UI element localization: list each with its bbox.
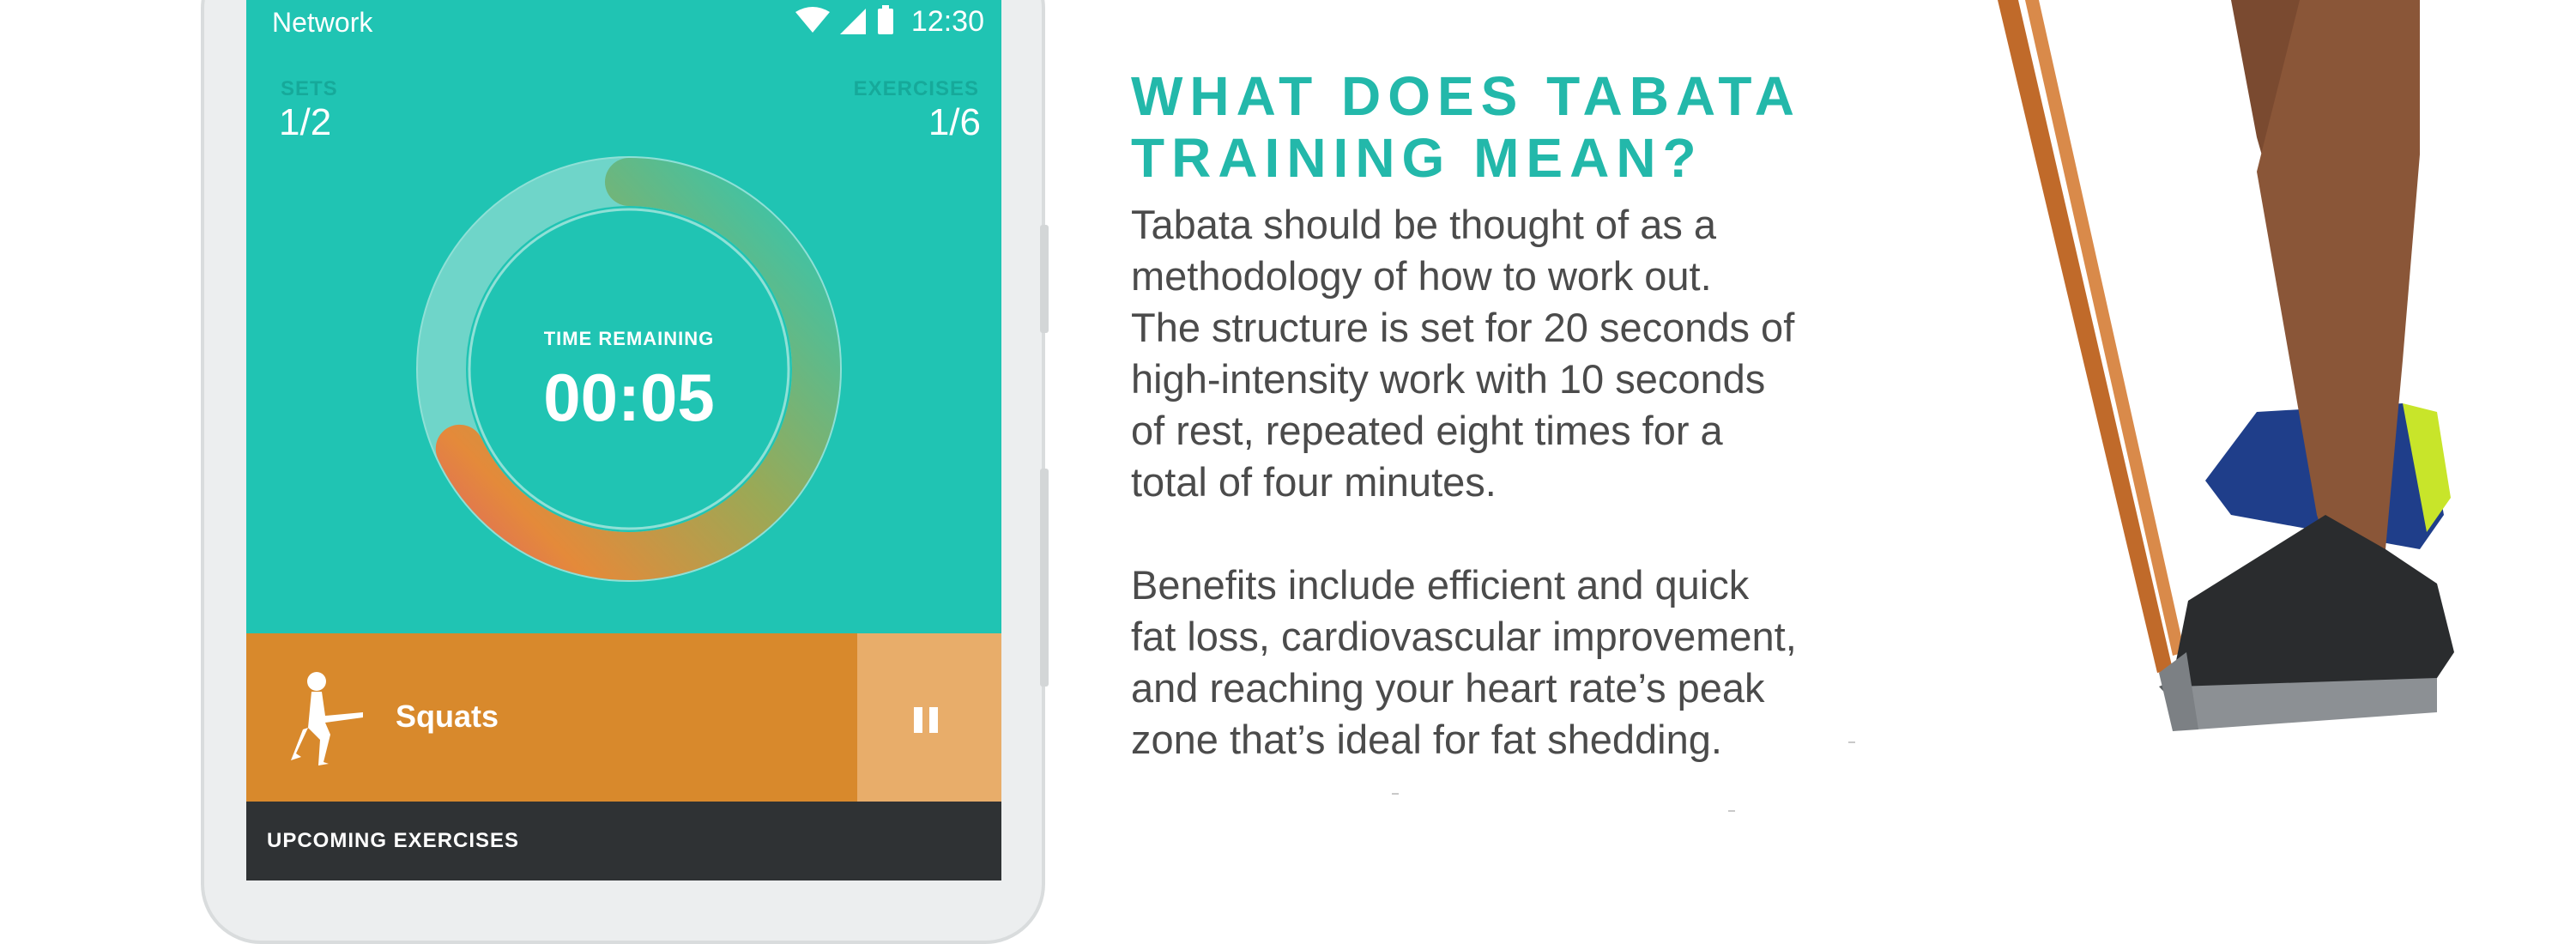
phone-power-button (1040, 469, 1049, 687)
legs-with-resistance-band-photo (1998, 0, 2454, 731)
status-bar: Network 12:30 (246, 0, 1001, 45)
heading-line-2: TRAINING MEAN? (1131, 127, 1703, 189)
network-label: Network (272, 7, 373, 38)
sets-label: SETS (281, 77, 338, 100)
article-paragraph-2: Benefits include efficient and quick fat… (1131, 562, 1797, 762)
status-icons (795, 5, 893, 34)
timer-inner-edge (468, 208, 790, 530)
clock: 12:30 (910, 5, 984, 38)
app-screen: Network 12:30 SETS 1/2 EXERCISES 1/6 (246, 0, 1001, 880)
exercises-label: EXERCISES (853, 77, 979, 100)
article-paragraph-1: Tabata should be thought of as a methodo… (1131, 202, 1795, 505)
signal-icon (840, 9, 866, 34)
divider-speck (1392, 793, 1399, 795)
upcoming-exercises-header[interactable]: UPCOMING EXERCISES (246, 802, 1001, 880)
pause-button[interactable] (857, 633, 1001, 802)
upcoming-exercises-label: UPCOMING EXERCISES (267, 829, 520, 852)
battery-icon (878, 9, 893, 34)
timer-progress-arc (435, 158, 840, 580)
timer-ring: TIME REMAINING 00:05 (397, 137, 861, 601)
time-remaining-value: 00:05 (543, 360, 715, 435)
exercises-value: 1/6 (928, 101, 981, 143)
heading-line-1: WHAT DOES TABATA (1131, 65, 1801, 127)
divider-speck (1728, 810, 1735, 812)
time-remaining-label: TIME REMAINING (543, 328, 715, 349)
sets-value: 1/2 (279, 101, 332, 143)
exercise-name: Squats (396, 699, 499, 734)
squat-figure-icon (291, 672, 363, 765)
phone-volume-button (1040, 225, 1049, 333)
article-heading: WHAT DOES TABATA TRAINING MEAN? (1131, 65, 1903, 189)
current-exercise-bar[interactable]: Squats (246, 633, 1001, 802)
divider-speck (1848, 741, 1855, 743)
pause-icon (914, 707, 922, 733)
wifi-icon (795, 7, 830, 33)
